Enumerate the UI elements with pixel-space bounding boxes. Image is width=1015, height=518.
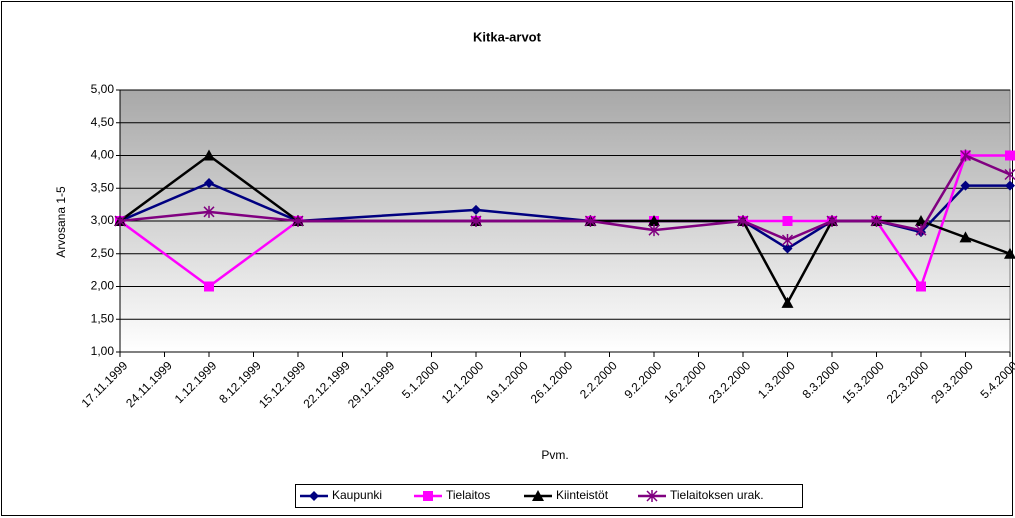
marker <box>203 205 215 218</box>
marker <box>959 149 972 162</box>
marker <box>648 224 660 237</box>
marker <box>292 215 304 227</box>
marker <box>1005 180 1015 191</box>
y-tick-label: 4,00 <box>91 148 115 162</box>
marker <box>646 490 658 502</box>
chart-title: Kitka-arvot <box>473 29 542 44</box>
y-tick-label: 1,50 <box>91 311 115 325</box>
marker <box>203 149 215 161</box>
marker <box>1004 168 1015 181</box>
marker <box>1004 247 1015 259</box>
x-axis-label: Pvm. <box>541 448 568 462</box>
legend-label: Tielaitoksen urak. <box>670 488 764 502</box>
y-tick-label: 5,00 <box>91 82 115 96</box>
legend-label: Kaupunki <box>332 488 382 502</box>
marker <box>423 491 433 501</box>
y-tick-label: 3,50 <box>91 180 115 194</box>
marker <box>870 215 883 227</box>
marker <box>781 296 794 308</box>
marker <box>959 231 972 243</box>
marker <box>916 281 926 292</box>
marker <box>826 215 838 227</box>
marker <box>114 215 126 227</box>
plot-series <box>114 149 1015 308</box>
marker <box>648 215 660 226</box>
marker <box>204 178 214 189</box>
y-tick-label: 1,00 <box>91 344 115 358</box>
y-tick-label: 2,00 <box>91 279 115 293</box>
marker <box>471 204 481 215</box>
marker <box>782 243 793 254</box>
marker <box>960 180 971 191</box>
marker <box>532 490 544 501</box>
marker <box>204 281 214 292</box>
y-axis-label: Arvosana 1-5 <box>54 186 68 258</box>
marker <box>782 216 793 226</box>
marker <box>781 233 794 246</box>
marker <box>470 215 482 227</box>
legend-label: Tielaitos <box>446 488 490 502</box>
y-tick-label: 4,50 <box>91 115 115 129</box>
marker <box>737 215 749 227</box>
y-tick-label: 3,00 <box>91 213 115 227</box>
marker <box>309 491 319 501</box>
marker <box>915 224 927 237</box>
y-tick-label: 2,50 <box>91 246 115 260</box>
marker <box>1005 150 1015 161</box>
marker <box>584 215 596 227</box>
legend-label: Kiinteistöt <box>556 488 609 502</box>
